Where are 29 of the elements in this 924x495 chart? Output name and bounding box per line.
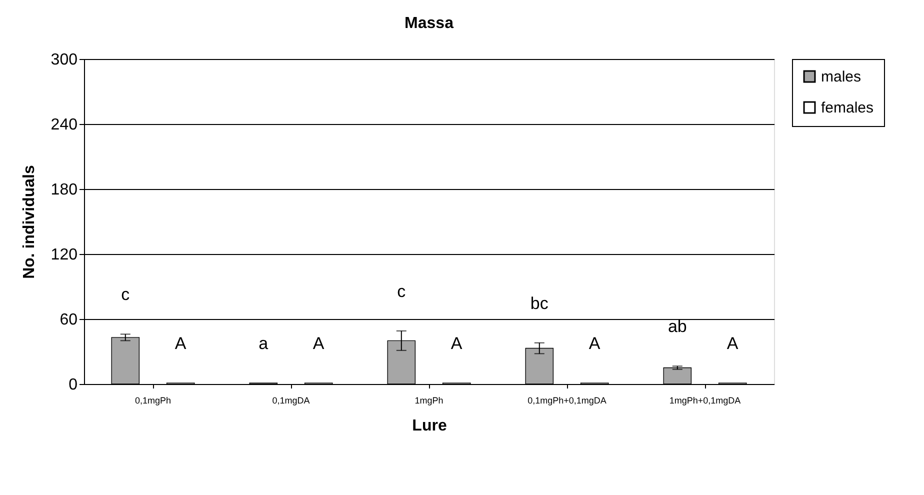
annotation: c [121, 285, 130, 304]
annotation: ab [668, 317, 687, 336]
y-tick-label: 180 [50, 182, 78, 198]
y-tick-label: 0 [68, 376, 78, 394]
annotation: a [258, 334, 269, 353]
bar [525, 348, 554, 384]
x-tick-label: 0,1mgPh [134, 396, 172, 406]
y-tick-label: 120 [50, 246, 78, 264]
x-axis-title: Lure [412, 418, 447, 434]
annotation: A [588, 334, 601, 353]
annotation: c [397, 282, 406, 301]
annotation: A [174, 334, 187, 353]
annotation: A [726, 334, 739, 353]
y-tick-label: 300 [50, 52, 78, 68]
legend-label: females [821, 100, 874, 116]
bar [663, 367, 692, 384]
annotation: bc [530, 294, 549, 313]
y-axis-title: No. individuals [20, 165, 38, 279]
x-tick-label: 1mgPh+0,1mgDA [669, 396, 741, 406]
legend-label: males [821, 68, 862, 86]
x-tick-label: 0,1mgPh+0,1mgDA [528, 396, 606, 406]
x-tick-label: 0,1mgDA [272, 396, 310, 406]
annotation: A [312, 334, 325, 353]
y-tick-label: 240 [50, 116, 78, 134]
annotation: A [450, 334, 463, 353]
chart-title: Massa [404, 15, 454, 32]
y-tick-label: 60 [60, 312, 78, 328]
bar [111, 337, 140, 384]
x-tick-label: 1mgPh [414, 396, 444, 406]
